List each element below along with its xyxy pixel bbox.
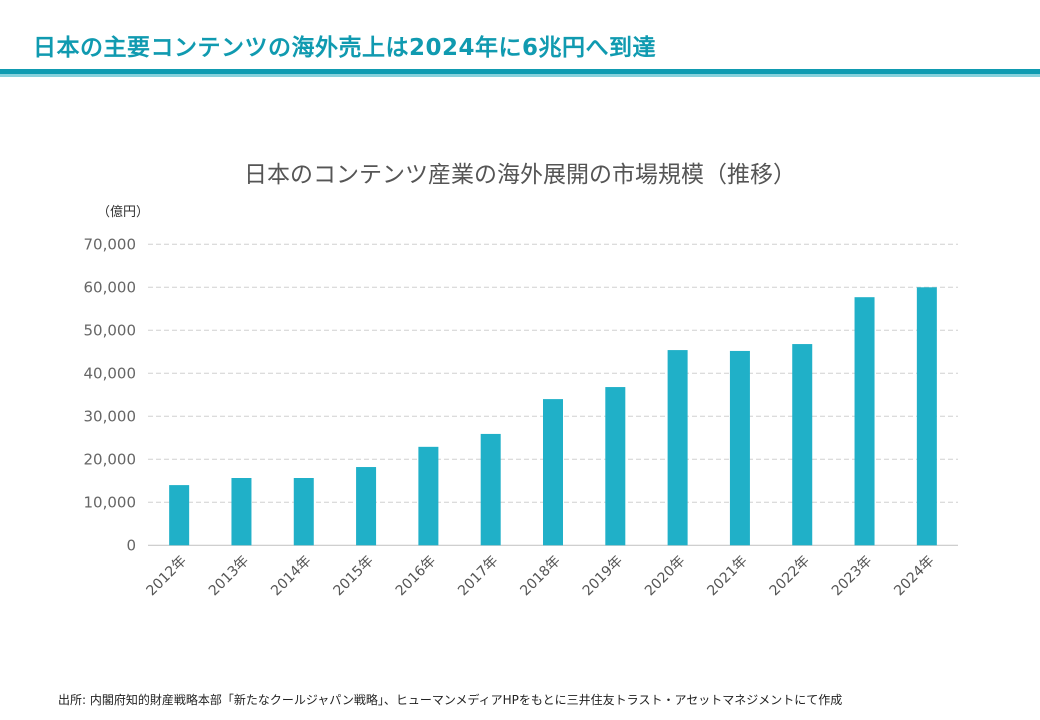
bar (418, 446, 439, 546)
source-note: 出所: 内閣府知的財産戦略本部「新たなクールジャパン戦略」、ヒューマンメディアH… (58, 693, 843, 707)
x-tick-label: 2014年 (268, 553, 314, 599)
y-axis-unit-label: （億円） (97, 205, 150, 220)
x-tick-label: 2013年 (206, 553, 252, 599)
bars (169, 287, 937, 546)
page-headline: 日本の主要コンテンツの海外売上は2024年に6兆円へ到達 (33, 35, 657, 61)
x-tick-label: 2017年 (455, 553, 501, 599)
bar (231, 478, 252, 546)
bar (480, 433, 501, 546)
chart-title: 日本のコンテンツ産業の海外展開の市場規模（推移） (244, 162, 796, 188)
bar (667, 350, 688, 546)
x-tick-label: 2018年 (517, 553, 563, 599)
y-tick-label: 0 (126, 536, 136, 554)
bar (792, 344, 813, 546)
bar (169, 485, 190, 546)
x-axis-ticks: 2012年 2013年 2014年 2015年 2016年 2017年 2018年 2019年… (144, 553, 938, 599)
y-tick-label: 70,000 (84, 235, 137, 253)
x-tick-label: 2019年 (580, 553, 626, 599)
y-tick-label: 20,000 (84, 450, 137, 468)
x-tick-label: 2020年 (642, 553, 688, 599)
bar (729, 350, 750, 546)
x-tick-label: 2015年 (330, 553, 376, 599)
header-rule (0, 69, 1040, 74)
y-tick-label: 40,000 (84, 364, 137, 382)
y-axis-ticks: 0 10,000 20,000 30,000 40,000 50,000 60,000 70,… (84, 235, 137, 554)
bar (605, 387, 626, 546)
x-tick-label: 2022年 (767, 553, 813, 599)
bar (916, 287, 937, 546)
bar (293, 478, 314, 546)
y-tick-label: 50,000 (84, 321, 137, 339)
y-tick-label: 60,000 (84, 278, 137, 296)
x-tick-label: 2023年 (829, 553, 875, 599)
x-tick-label: 2021年 (704, 553, 750, 599)
x-tick-label: 2024年 (891, 553, 937, 599)
bar (543, 399, 563, 546)
header-rule-light (0, 74, 1040, 77)
x-tick-label: 2016年 (393, 553, 439, 599)
y-tick-label: 30,000 (84, 407, 137, 425)
bar (356, 467, 377, 546)
y-tick-label: 10,000 (84, 493, 137, 511)
x-tick-label: 2012年 (144, 553, 190, 599)
bar (854, 297, 875, 546)
